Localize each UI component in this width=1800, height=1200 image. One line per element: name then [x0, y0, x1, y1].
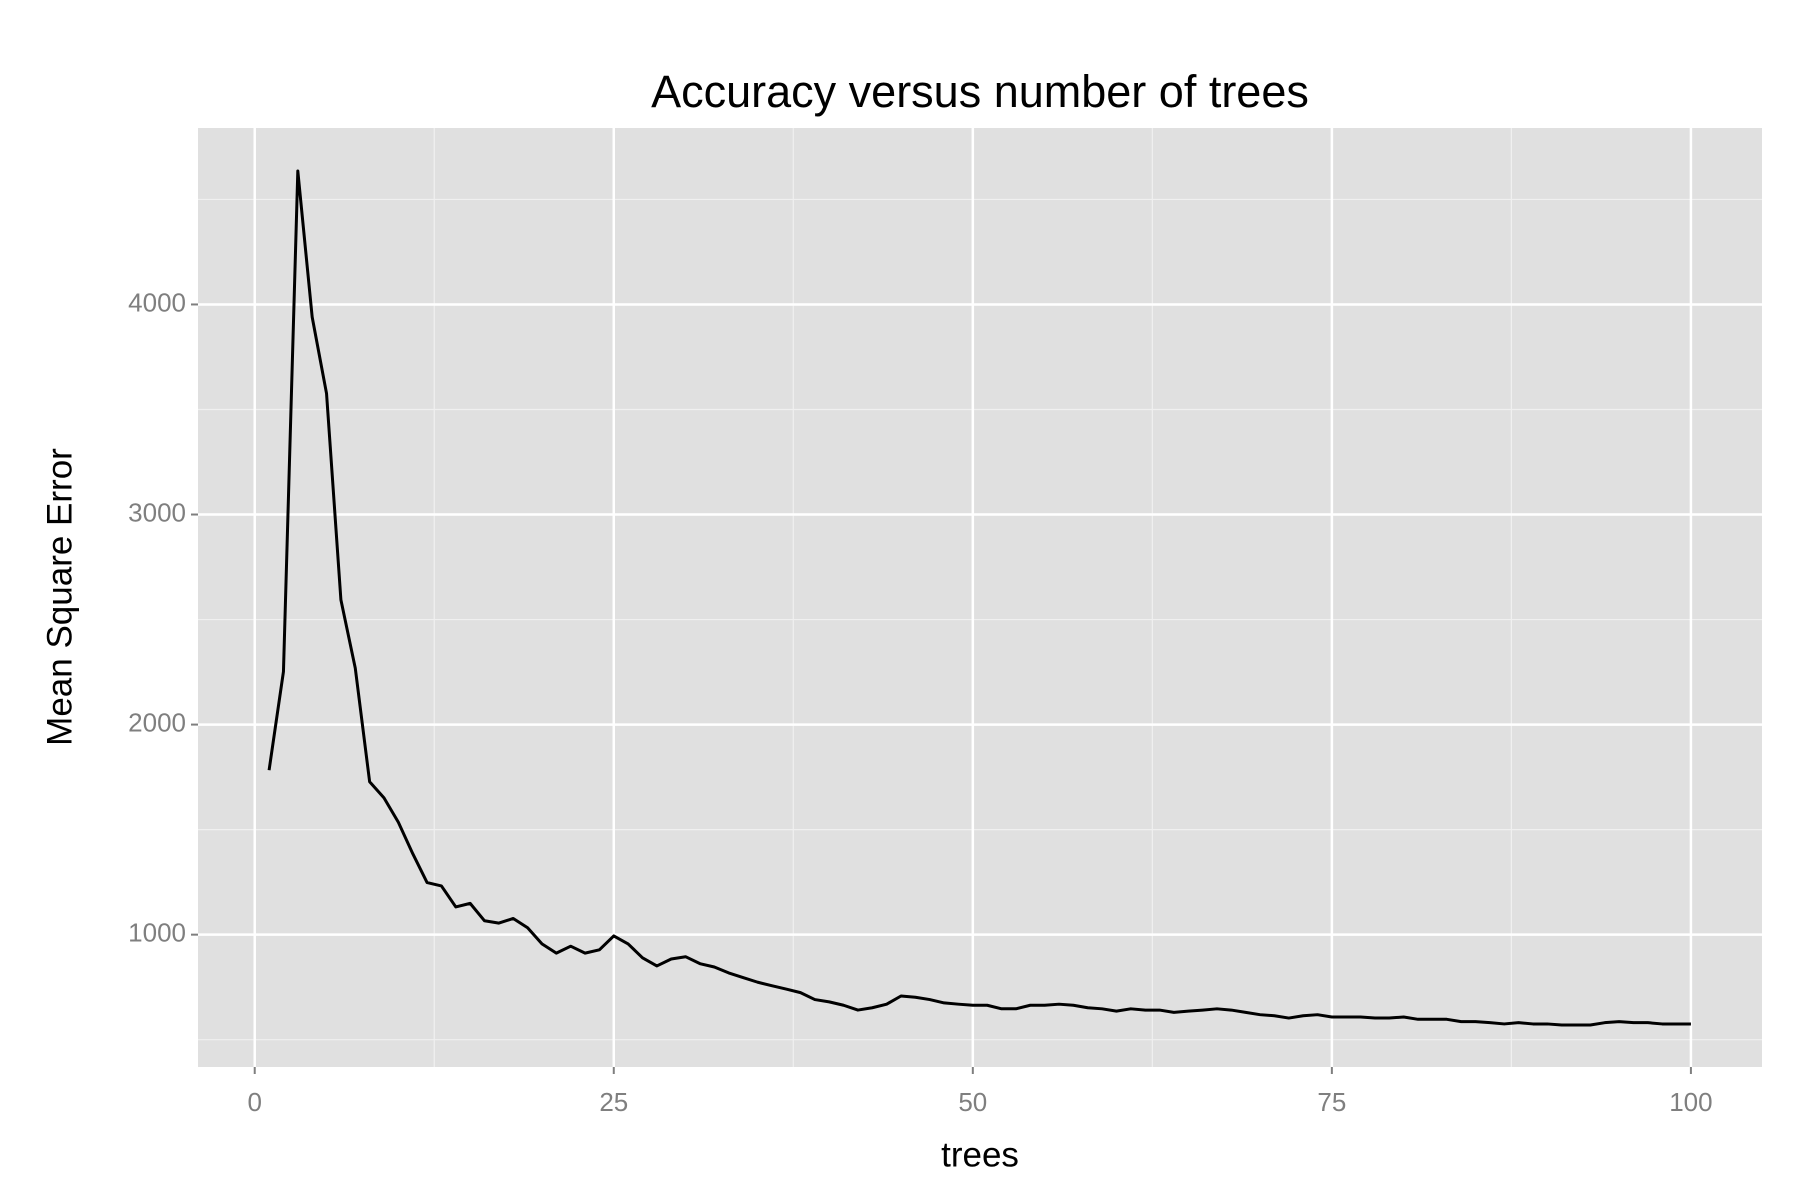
y-tick-label: 2000	[128, 707, 186, 737]
x-tick-label: 100	[1669, 1087, 1712, 1117]
y-tick-label: 1000	[128, 918, 186, 948]
data-line	[267, 169, 1691, 1027]
x-tick-label: 50	[958, 1087, 987, 1117]
y-tick-label: 4000	[128, 287, 186, 317]
y-tick-label: 3000	[128, 497, 186, 527]
x-tick-label: 75	[1317, 1087, 1346, 1117]
x-tick-label: 0	[247, 1087, 261, 1117]
x-tick-label: 25	[599, 1087, 628, 1117]
y-axis-title: Mean Square Error	[40, 448, 79, 746]
chart-title: Accuracy versus number of trees	[651, 66, 1309, 117]
x-axis-title: trees	[941, 1135, 1019, 1174]
plot-background	[198, 128, 1762, 1067]
